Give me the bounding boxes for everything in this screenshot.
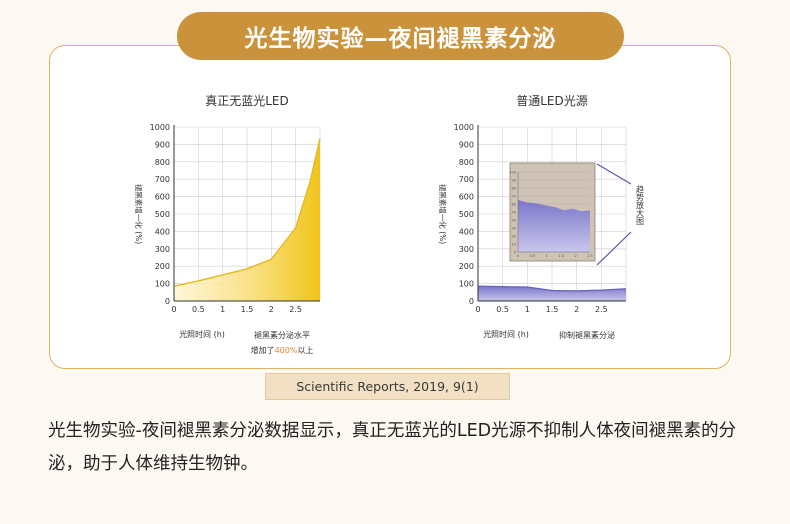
chart-no-blue-light: 真正无蓝光LED 0 100 200 300 400 500 600 700 800 900 1000… (134, 94, 321, 355)
inset-y-tick: 30 (512, 227, 516, 231)
y-tick-label: 400 (155, 227, 170, 236)
zoom-line-top (596, 163, 632, 185)
x-tick-label: 0 (171, 305, 176, 314)
annotation-prefix: 增加了 (251, 345, 275, 355)
x-tick-label: 2 (269, 305, 274, 314)
y-tick-label: 500 (459, 210, 474, 219)
y-tick-label: 0 (165, 297, 170, 306)
y-tick-label: 600 (459, 193, 474, 202)
y-tick-label: 1000 (454, 123, 474, 132)
inset-y-tick: 80 (512, 187, 516, 191)
inset-y-tick: 40 (512, 219, 516, 223)
y-tick-label: 200 (155, 262, 170, 271)
inset-y-tick: 70 (512, 195, 516, 199)
series-area (478, 286, 626, 301)
inset-x-tick: 0 (517, 254, 519, 258)
inset-y-tick: 60 (512, 203, 516, 207)
inset-y-tick: 100 (509, 171, 516, 175)
y-tick-label: 1000 (150, 123, 170, 132)
y-tick-label: 700 (459, 175, 474, 184)
series-area (174, 138, 320, 301)
inset-x-tick: 2 (574, 254, 576, 258)
x-tick-label: 1 (525, 305, 530, 314)
inset-x-tick: 2.5 (587, 254, 593, 258)
inset-x-tick: 1.5 (558, 254, 564, 258)
caption-text: 光生物实验-夜间褪黑素分泌数据显示，真正无蓝光的LED光源不抑制人体夜间褪黑素的… (48, 421, 737, 474)
inset-y-tick: 0 (514, 251, 516, 255)
y-tick-label: 600 (155, 193, 170, 202)
annotation-line2: 增加了400%以上 (251, 345, 314, 355)
annotation-label: 抑制褪黑素分泌 (559, 330, 615, 340)
series-line (173, 138, 321, 287)
page-title: 光生物实验—夜间褪黑素分泌 (244, 26, 557, 52)
inset-y-tick: 50 (512, 211, 516, 215)
chart-card (49, 45, 731, 369)
x-tick-label: 0 (475, 305, 480, 314)
y-tick-label: 900 (155, 140, 170, 149)
y-tick-label: 0 (469, 297, 474, 306)
inset-area (518, 200, 590, 252)
x-axis-label: 光照时间 (h) (179, 329, 225, 339)
series-line (477, 285, 627, 292)
annotation-suffix: 以上 (297, 346, 313, 355)
page-title-banner: 光生物实验—夜间褪黑素分泌 (177, 12, 624, 60)
inset-x-tick: 0.5 (530, 254, 536, 258)
chart-title: 真正无蓝光LED (205, 94, 289, 108)
x-tick-label: 2.5 (595, 305, 608, 314)
x-tick-label: 0.5 (192, 305, 205, 314)
annotation-highlight: 400% (275, 346, 298, 355)
zoom-line-bottom (596, 231, 632, 266)
inset-y-tick: 20 (512, 235, 516, 239)
x-tick-label: 2.5 (289, 305, 302, 314)
chart-normal-led: 普通LED光源010020030040050060070080090010000… (438, 94, 645, 340)
inset-y-tick: 10 (512, 243, 516, 247)
x-tick-label: 1 (220, 305, 225, 314)
y-tick-label: 700 (155, 175, 170, 184)
inset-x-tick: 1 (546, 254, 548, 258)
y-tick-label: 900 (459, 140, 474, 149)
y-tick-label: 800 (155, 158, 170, 167)
y-axis-label: 褪黑素增一化 (%) (134, 184, 144, 244)
y-tick-label: 100 (155, 280, 170, 289)
y-tick-label: 400 (459, 227, 474, 236)
y-tick-label: 800 (459, 158, 474, 167)
y-tick-label: 100 (459, 280, 474, 289)
chart-title: 普通LED光源 (516, 94, 588, 108)
y-tick-label: 300 (459, 245, 474, 254)
x-axis-label: 光照时间 (h) (483, 329, 529, 339)
y-tick-label: 500 (155, 210, 170, 219)
x-tick-label: 2 (574, 305, 579, 314)
annotation-line1: 褪黑素分泌水平 (254, 330, 310, 340)
x-tick-label: 0.5 (496, 305, 509, 314)
source-text: Scientific Reports, 2019, 9(1) (296, 379, 479, 394)
source-citation: Scientific Reports, 2019, 9(1) (265, 373, 510, 400)
inset-y-tick: 90 (512, 179, 516, 183)
y-tick-label: 200 (459, 262, 474, 271)
x-tick-label: 1.5 (546, 305, 559, 314)
y-axis-label: 褪黑素增一化 (%) (438, 184, 448, 244)
x-tick-label: 1.5 (241, 305, 254, 314)
inset-label: 趋势放大图 (636, 184, 645, 226)
y-tick-label: 300 (155, 245, 170, 254)
